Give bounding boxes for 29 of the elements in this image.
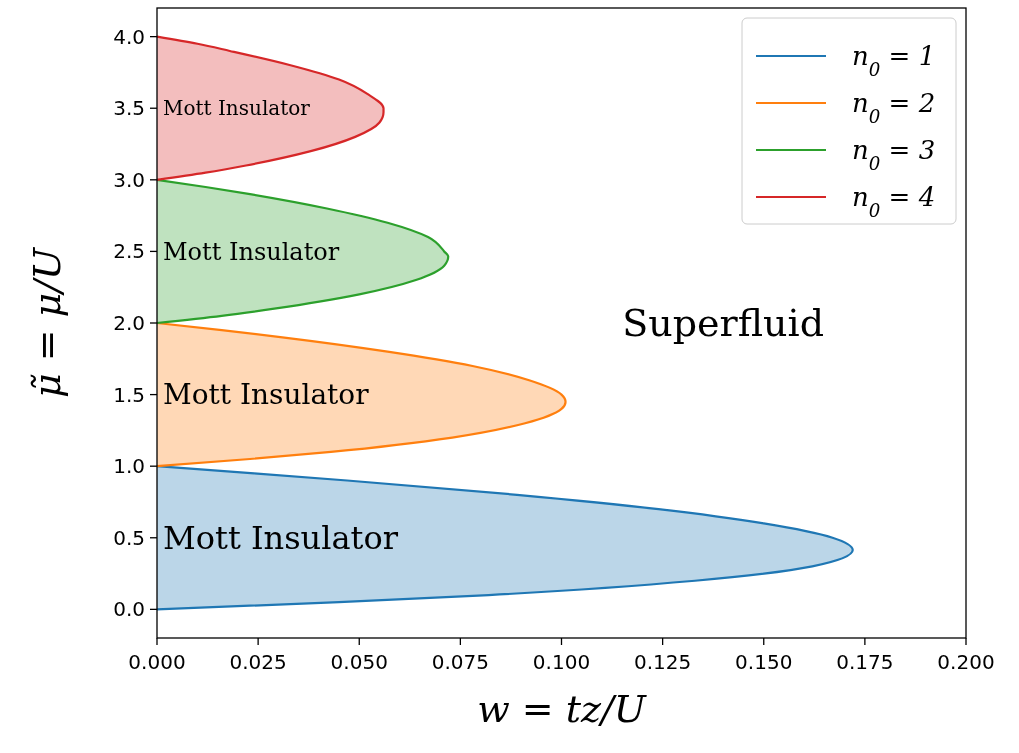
y-tick-label: 1.0 [113,454,145,479]
y-tick-label: 1.5 [113,382,145,407]
x-tick-label: 0.050 [330,650,388,674]
legend-label: n$_{0}$ = 2 [852,88,936,127]
x-tick-label: 0.000 [128,650,186,674]
y-tick-label: 3.5 [113,96,145,121]
legend-label: n$_{0}$ = 1 [852,41,936,80]
x-axis-title: w = tz/U [477,687,648,731]
x-tick-label: 0.025 [229,650,287,674]
annotation: Mott Insulator [163,96,311,121]
y-tick-label: 0.5 [113,525,145,550]
annotation: Superfluid [622,301,824,345]
x-tick-label: 0.175 [836,650,894,674]
y-tick-label: 2.0 [113,311,145,335]
x-tick-label: 0.150 [735,650,793,674]
x-tick-label: 0.200 [937,650,995,674]
y-tick-label: 0.0 [113,597,145,622]
y-tick-label: 3.0 [113,167,145,192]
y-axis-title: μ̃ = μ/U [25,245,69,399]
y-tick-label: 4.0 [113,24,145,49]
y-tick-label: 2.5 [113,239,145,264]
legend-label: n$_{0}$ = 4 [852,182,936,221]
x-tick-label: 0.125 [633,650,692,674]
annotation: Mott Insulator [163,378,370,412]
x-tick-label: 0.100 [532,650,591,674]
x-tick-label: 0.075 [431,650,490,674]
annotation: Mott Insulator [163,237,340,266]
legend-label: n$_{0}$ = 3 [852,135,936,174]
annotation: Mott Insulator [163,518,399,557]
